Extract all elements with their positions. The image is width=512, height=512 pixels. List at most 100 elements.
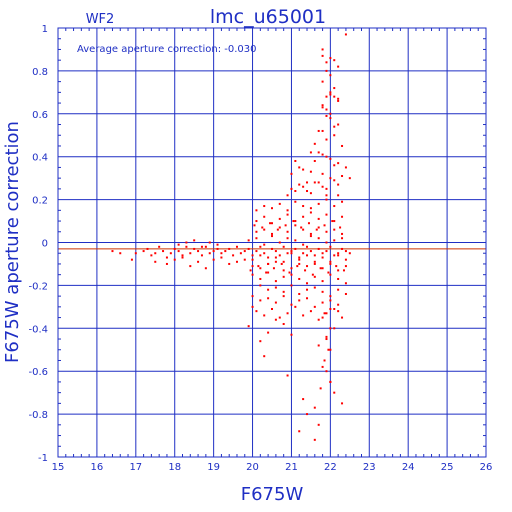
- plot-frame: [57, 27, 487, 458]
- data-point: [344, 33, 347, 36]
- data-point: [239, 252, 242, 255]
- data-point: [298, 299, 301, 302]
- data-point: [325, 95, 328, 98]
- data-point: [274, 250, 277, 253]
- data-point: [169, 252, 172, 255]
- data-point: [267, 271, 270, 274]
- x-tick-label: 17: [129, 462, 142, 473]
- data-point: [286, 374, 289, 377]
- data-point: [323, 359, 326, 362]
- data-point: [337, 254, 340, 257]
- data-point: [274, 301, 277, 304]
- data-point: [321, 316, 324, 319]
- data-point: [337, 310, 340, 313]
- data-point: [282, 245, 285, 248]
- data-point: [302, 205, 305, 208]
- data-point: [212, 250, 215, 253]
- data-point: [337, 97, 340, 100]
- y-tick-label: -0.4: [28, 324, 48, 335]
- data-point: [267, 297, 270, 300]
- data-point: [267, 331, 270, 334]
- data-point: [325, 138, 328, 141]
- data-point: [333, 179, 336, 182]
- data-point: [251, 265, 254, 268]
- data-point: [325, 198, 328, 201]
- data-point: [298, 430, 301, 433]
- data-point: [341, 316, 344, 319]
- data-point: [286, 230, 289, 233]
- data-point: [337, 99, 340, 102]
- data-point: [261, 226, 264, 229]
- data-point: [278, 254, 281, 257]
- data-point: [325, 155, 328, 158]
- data-point: [189, 252, 192, 255]
- data-point: [278, 202, 281, 205]
- data-point: [329, 273, 332, 276]
- data-point: [290, 250, 293, 253]
- data-point: [341, 215, 344, 218]
- data-point: [321, 48, 324, 51]
- data-point: [307, 222, 310, 225]
- data-point: [313, 438, 316, 441]
- data-point: [286, 194, 289, 197]
- y-tick-label: 0.6: [32, 110, 48, 121]
- data-point: [309, 211, 312, 214]
- data-point: [165, 256, 168, 259]
- data-point: [146, 247, 149, 250]
- data-point: [280, 262, 283, 265]
- data-point: [263, 228, 266, 231]
- data-point: [286, 213, 289, 216]
- data-point: [255, 209, 258, 212]
- x-tick-label: 25: [441, 462, 454, 473]
- data-point: [321, 153, 324, 156]
- data-point: [134, 252, 137, 255]
- data-point: [267, 262, 270, 265]
- data-point: [333, 125, 336, 128]
- data-point: [290, 333, 293, 336]
- data-point: [315, 228, 318, 231]
- data-point: [271, 235, 273, 238]
- data-point: [344, 292, 347, 295]
- data-point: [323, 312, 326, 315]
- data-point: [158, 245, 161, 248]
- data-point: [263, 243, 266, 246]
- y-tick-label: -0.6: [28, 367, 48, 378]
- data-point: [321, 290, 324, 293]
- data-point: [255, 237, 258, 240]
- y-tick-label: 0.8: [32, 67, 48, 78]
- data-point: [333, 134, 336, 137]
- data-point: [185, 245, 188, 248]
- data-point: [282, 269, 285, 272]
- data-point: [228, 262, 231, 265]
- data-point: [265, 271, 268, 274]
- data-point: [325, 69, 328, 72]
- data-point: [255, 310, 258, 313]
- data-point: [327, 348, 330, 351]
- data-point: [177, 250, 180, 253]
- data-point: [341, 232, 344, 235]
- data-point: [294, 247, 297, 250]
- data-point: [309, 250, 312, 253]
- data-point: [298, 277, 301, 280]
- data-point: [325, 187, 328, 190]
- data-point: [313, 142, 316, 145]
- data-point: [313, 275, 316, 278]
- data-point: [294, 220, 297, 223]
- data-point: [317, 247, 320, 250]
- data-point: [278, 241, 281, 244]
- data-point: [286, 237, 289, 240]
- x-tick-label: 19: [207, 462, 220, 473]
- data-point: [290, 284, 293, 287]
- data-point: [304, 269, 307, 272]
- data-point: [162, 250, 165, 253]
- data-point: [325, 250, 328, 253]
- data-point: [344, 258, 347, 261]
- data-point: [111, 250, 114, 253]
- data-point: [263, 205, 266, 208]
- data-point: [313, 262, 316, 265]
- data-point: [333, 327, 336, 330]
- data-point: [321, 280, 324, 283]
- data-point: [329, 74, 332, 77]
- data-point: [309, 170, 312, 173]
- data-point: [154, 260, 157, 263]
